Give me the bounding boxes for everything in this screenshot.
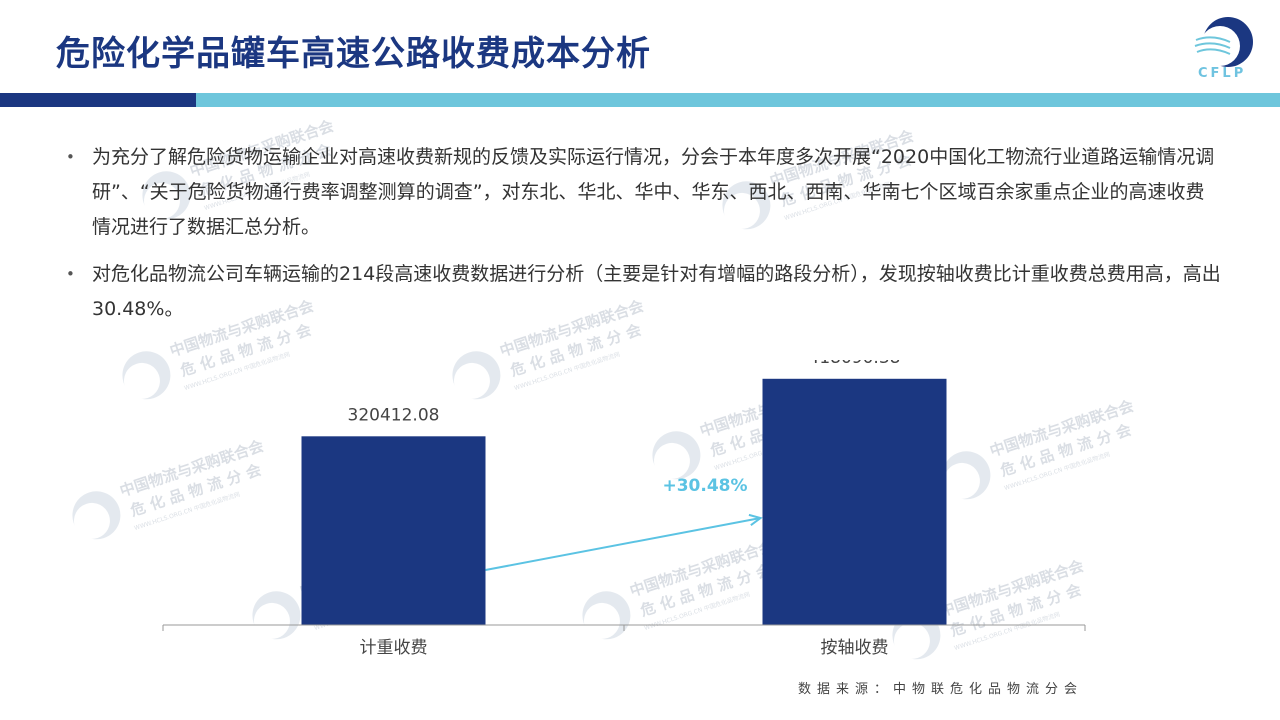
data-label: 418090.38 <box>809 360 901 368</box>
x-tick-label: 计重收费 <box>360 638 428 658</box>
bar-chart: 320412.08 计重收费 418090.38 按轴收费 +30.48% <box>162 360 1086 658</box>
x-tick-label: 按轴收费 <box>821 638 889 658</box>
bullet-text: 为充分了解危险货物运输企业对高速收费新规的反馈及实际运行情况，分会于本年度多次开… <box>92 146 1215 238</box>
growth-arrow-line <box>485 517 761 571</box>
data-label: 320412.08 <box>348 405 440 425</box>
bar <box>301 436 486 625</box>
bullet-text: 对危化品物流公司车辆运输的214段高速收费数据进行分析（主要是针对有增幅的路段分… <box>92 263 1221 320</box>
growth-arrow-head <box>748 513 763 526</box>
bullet-list: • 为充分了解危险货物运输企业对高速收费新规的反馈及实际运行情况，分会于本年度多… <box>62 140 1222 339</box>
bullet-item: • 对危化品物流公司车辆运输的214段高速收费数据进行分析（主要是针对有增幅的路… <box>62 257 1222 327</box>
bar <box>762 378 947 625</box>
cflp-logo <box>1190 12 1256 88</box>
header-divider-dark <box>0 93 196 107</box>
page-title: 危险化学品罐车高速公路收费成本分析 <box>56 34 651 74</box>
growth-annotation: +30.48% <box>662 476 747 496</box>
data-source: 数据来源：中物联危化品物流分会 <box>798 682 1084 697</box>
bullet-item: • 为充分了解危险货物运输企业对高速收费新规的反馈及实际运行情况，分会于本年度多… <box>62 140 1222 245</box>
logo-text: CFLP <box>1198 66 1247 81</box>
bullet-dot: • <box>66 148 75 166</box>
header-divider-light <box>196 93 1280 107</box>
bullet-dot: • <box>66 265 75 283</box>
